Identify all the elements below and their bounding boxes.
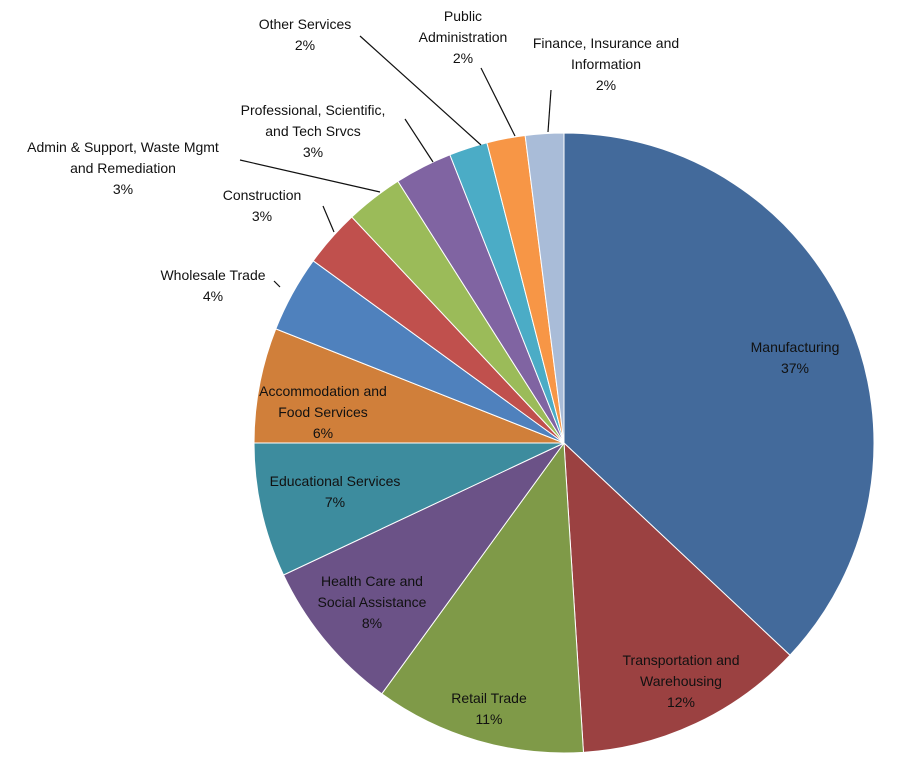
leader-line [404,118,434,163]
pie-slice [524,132,565,444]
slice-percent-label: 6% [313,425,333,441]
slice-name-label: Information [571,56,641,72]
leader-line [239,159,381,193]
slice-name-label: and Remediation [70,160,176,176]
slice-label: Other Services 2% [259,16,352,53]
slice-percent-label: 3% [252,208,272,224]
slice-label: Manufacturing 37% [751,339,840,376]
leader-line [359,35,482,146]
slice-name-label: Accommodation and [259,383,387,399]
slice-percent-label: 3% [303,144,323,160]
slice-name-label: Professional, Scientific, [241,102,386,118]
slice-label: Retail Trade 11% [451,690,527,727]
slice-name-label: Wholesale Trade [160,267,265,283]
pie-slice [563,132,875,656]
pie-slice [253,442,565,576]
slice-percent-label: 2% [453,50,473,66]
leader-line [322,205,335,233]
slice-name-label: Social Assistance [318,594,427,610]
slice-name-label: Health Care and [321,573,423,589]
slice-percent-label: 4% [203,288,223,304]
leader-line [273,280,281,288]
leader-line [547,89,552,133]
slice-name-label: Finance, Insurance and [533,35,679,51]
slice-percent-label: 3% [113,181,133,197]
slice-percent-label: 37% [781,360,809,376]
slice-percent-label: 7% [325,494,345,510]
slice-label: Professional, Scientific, and Tech Srvcs 3… [241,102,386,160]
slice-label: Construction 3% [223,187,302,224]
slice-percent-label: 11% [476,711,503,727]
slice-percent-label: 2% [596,77,616,93]
leader-line [480,67,516,137]
slice-label: Accommodation and Food Services 6% [259,383,387,441]
pie-slice [563,441,791,753]
slice-name-label: Manufacturing [751,339,840,355]
slice-name-label: Other Services [259,16,352,32]
slice-label: Educational Services 7% [270,473,401,510]
slice-label: Admin & Support, Waste Mgmt and Remediati… [27,139,219,197]
slice-name-label: Transportation and [623,652,740,668]
slice-percent-label: 12% [667,694,695,710]
slice-name-label: Administration [419,29,508,45]
slice-name-label: Admin & Support, Waste Mgmt [27,139,219,155]
pie-slice [282,442,565,695]
pie-slice [381,441,584,754]
slice-name-label: Food Services [278,404,367,420]
slice-name-label: and Tech Srvcs [265,123,360,139]
slice-label: Finance, Insurance and Information 2% [533,35,679,93]
slice-label: Transportation and Warehousing 12% [623,652,740,710]
slice-label: Health Care and Social Assistance 8% [318,573,427,631]
slice-percent-label: 8% [362,615,382,631]
slice-name-label: Retail Trade [451,690,527,706]
slice-name-label: Educational Services [270,473,401,489]
slice-name-label: Construction [223,187,302,203]
slice-name-label: Warehousing [640,673,722,689]
slice-label: Public Administration 2% [419,8,508,66]
slice-percent-label: 2% [295,37,315,53]
slice-name-label: Public [444,8,482,24]
slice-label: Wholesale Trade 4% [160,267,265,304]
